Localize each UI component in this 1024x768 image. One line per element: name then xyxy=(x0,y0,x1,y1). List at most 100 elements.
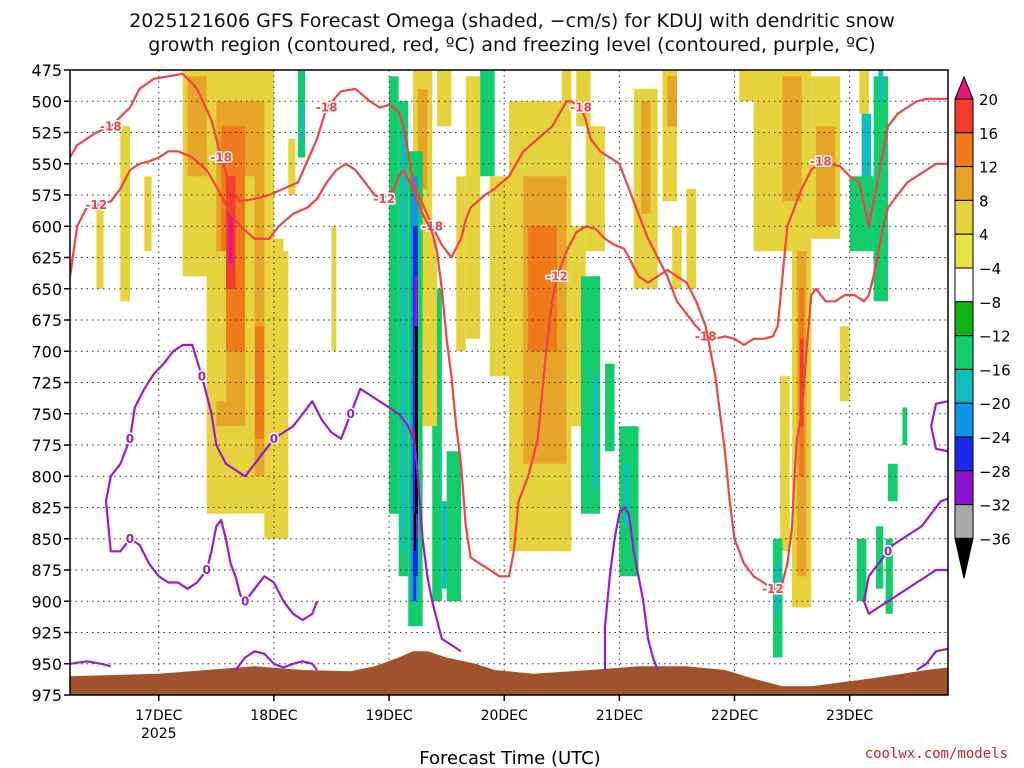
y-tick-label: 650 xyxy=(31,280,62,299)
omega-cell xyxy=(624,463,629,527)
freezing-level-contour-line xyxy=(603,506,659,671)
x-axis-label: Forecast Time (UTC) xyxy=(419,748,600,768)
freezing-level-contour-label: 0 xyxy=(203,563,211,577)
dgz-contour-label: -12 xyxy=(86,198,108,212)
omega-cell xyxy=(389,76,399,514)
omega-cell xyxy=(878,70,884,102)
y-tick-label: 825 xyxy=(31,499,62,518)
freezing-level-contour-line xyxy=(234,650,318,671)
omega-cell xyxy=(775,563,781,614)
dgz-contour-label: -18 xyxy=(570,101,592,115)
colorbar-swatch xyxy=(954,368,974,404)
colorbar-label: −36 xyxy=(979,530,1011,548)
omega-cell xyxy=(619,426,639,577)
freezing-level-contour-line xyxy=(930,400,948,453)
colorbar-label: −16 xyxy=(979,361,1011,379)
freezing-level-contour-line xyxy=(70,660,112,668)
colorbar-label: −20 xyxy=(979,395,1011,413)
colorbar-swatch xyxy=(954,132,974,168)
freezing-level-contour-line xyxy=(916,647,948,671)
freezing-level-contour-label: 0 xyxy=(884,544,892,558)
omega-cell xyxy=(264,251,289,539)
y-tick-label: 625 xyxy=(31,249,62,268)
omega-cell xyxy=(561,70,572,139)
dgz-contour-label: -18 xyxy=(695,329,717,343)
dgz-contour-line xyxy=(70,150,948,590)
y-tick-label: 800 xyxy=(31,467,62,486)
omega-cell xyxy=(576,70,591,127)
omega-cell xyxy=(480,70,495,177)
omega-cell xyxy=(780,376,790,552)
omega-cell xyxy=(604,363,615,452)
y-tick-label: 975 xyxy=(31,686,62,705)
omega-cell xyxy=(288,138,296,195)
x-tick-label: 21DEC xyxy=(596,708,643,724)
freezing-level-contour-label: 0 xyxy=(346,407,354,421)
y-tick-label: 575 xyxy=(31,186,62,205)
omega-cell xyxy=(144,176,152,252)
y-tick-label: 500 xyxy=(31,92,62,111)
omega-cell xyxy=(414,326,418,514)
y-tick-label: 900 xyxy=(31,592,62,611)
freezing-level-contour-label: 0 xyxy=(270,432,278,446)
y-tick-label: 950 xyxy=(31,655,62,674)
omega-cell xyxy=(782,76,802,202)
x-tick-label: 18DEC xyxy=(250,708,297,724)
colorbar-label: 8 xyxy=(979,192,989,210)
x-tick-label: 23DEC xyxy=(826,708,873,724)
omega-cell xyxy=(456,176,466,352)
x-tick-label: 20DEC xyxy=(481,708,528,724)
colorbar-swatch xyxy=(954,470,974,506)
omega-cell xyxy=(437,70,452,127)
freezing-level-contours: 0 0 0 0 0 0 0 0 xyxy=(70,343,948,671)
omega-cell xyxy=(489,176,514,377)
omega-cell xyxy=(888,463,898,502)
y-tick-label: 850 xyxy=(31,530,62,549)
chart-title-line-1: 2025121606 GFS Forecast Omega (shaded, −… xyxy=(129,10,895,32)
x-tick-label: 17DEC xyxy=(135,708,182,724)
dgz-contour-label: -12 xyxy=(762,582,784,596)
omega-cell xyxy=(441,501,447,589)
omega-cell xyxy=(840,326,850,402)
colorbar-swatch xyxy=(954,166,974,201)
colorbar-label: 4 xyxy=(979,226,989,244)
freezing-level-contour-line xyxy=(104,343,415,502)
omega-cell xyxy=(432,288,442,602)
omega-cell xyxy=(585,126,605,252)
omega-cell xyxy=(120,126,130,302)
y-tick-label: 750 xyxy=(31,405,62,424)
dgz-contour-line xyxy=(409,97,948,347)
y-tick-label: 925 xyxy=(31,624,62,643)
omega-cell xyxy=(228,213,234,264)
omega-cell xyxy=(876,526,884,589)
freezing-level-contour-label: 0 xyxy=(126,432,134,446)
freezing-level-contour-line xyxy=(411,426,462,653)
colorbar-label: −32 xyxy=(979,497,1011,515)
omega-cell xyxy=(245,176,255,477)
colorbar-label: −12 xyxy=(979,328,1011,346)
omega-cell xyxy=(413,551,416,602)
omega-cell xyxy=(414,513,416,552)
colorbar-swatch xyxy=(954,402,974,438)
x-tick-label: 22DEC xyxy=(711,708,758,724)
colorbar-swatch xyxy=(954,436,974,472)
y-tick-label: 875 xyxy=(31,561,62,580)
y-tick-label: 525 xyxy=(31,124,62,143)
omega-cell xyxy=(902,407,908,445)
colorbar-swatch xyxy=(954,233,974,269)
colorbar-label: 16 xyxy=(979,125,998,143)
dgz-contour-line xyxy=(70,72,412,203)
freezing-level-contour-line xyxy=(862,568,948,615)
colorbar: 20 16 12 8 4 −4 −8 −12 −16 −20 −24 −28 −32 −36 xyxy=(954,75,1011,579)
dgz-contour-label: -18 xyxy=(810,154,832,168)
colorbar-label: −28 xyxy=(979,463,1011,481)
omega-cell xyxy=(686,188,697,289)
y-tick-label: 475 xyxy=(31,61,62,80)
omega-cell xyxy=(422,238,438,427)
dgz-contour-label: -12 xyxy=(373,192,395,206)
site-credit: coolwx.com/models xyxy=(864,746,1008,762)
y-tick-label: 550 xyxy=(31,155,62,174)
freezing-level-contour-label: 0 xyxy=(126,532,134,546)
y-tick-label: 775 xyxy=(31,436,62,455)
omega-cell xyxy=(849,176,874,252)
